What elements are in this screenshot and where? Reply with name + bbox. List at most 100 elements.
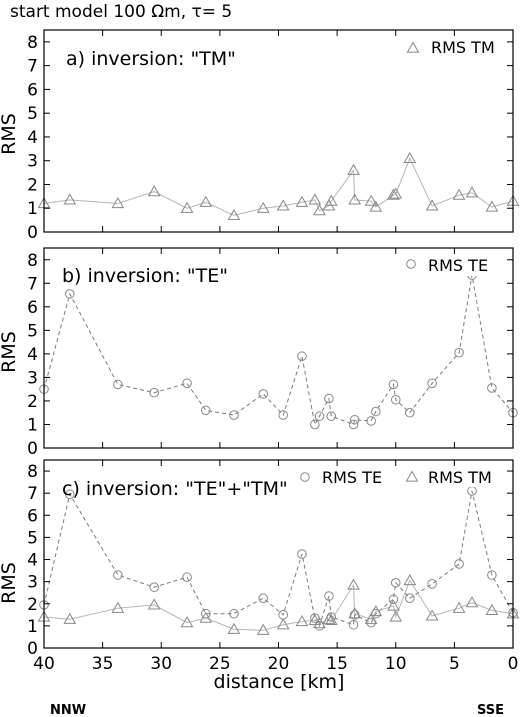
x-tick-label: 0 — [508, 654, 519, 674]
data-point-circle — [324, 591, 334, 601]
data-point-triangle — [369, 200, 383, 212]
data-point-circle — [366, 416, 376, 426]
data-point-triangle — [313, 204, 326, 216]
data-point-circle — [297, 549, 307, 559]
y-tick-label: 3 — [27, 152, 38, 172]
compass-left-nnw: NNW — [50, 703, 86, 717]
x-tick-label: 40 — [33, 654, 55, 674]
data-point-triangle — [389, 187, 403, 199]
data-point-circle — [390, 577, 401, 588]
y-tick-label: 1 — [27, 415, 38, 435]
panel-a-tm: RMS a) inversion: "TM" RMS TM 0 1 2 3 4 5 6 7 8 — [0, 29, 520, 243]
panel-c-title: c) inversion: "TE"+"TM" — [62, 478, 288, 500]
data-point-circle — [348, 419, 359, 430]
data-point-triangle — [322, 612, 336, 624]
data-point-triangle — [403, 574, 417, 586]
panel-b-data — [39, 270, 518, 430]
data-point-circle — [229, 608, 239, 619]
data-point-circle — [113, 379, 123, 390]
y-tick-label: 4 — [27, 128, 38, 148]
legend-marker-triangle — [405, 470, 419, 482]
data-point-triangle — [348, 193, 362, 205]
figure-header: start model 100 Ωm, τ= 5 — [10, 2, 232, 22]
y-tick-label: 6 — [27, 298, 38, 318]
data-point-triangle — [465, 186, 479, 198]
x-axis-label: distance [km] — [214, 671, 345, 693]
panel-c-legend-tm: RMS TM — [428, 468, 492, 487]
data-point-circle — [258, 593, 269, 604]
data-point-triangle — [276, 199, 290, 211]
series-line-triangle — [43, 579, 514, 631]
data-point-triangle — [485, 603, 499, 616]
data-point-circle — [487, 570, 497, 580]
data-point-triangle — [199, 195, 213, 207]
data-point-triangle — [199, 611, 213, 623]
data-point-triangle — [364, 194, 378, 206]
series-line-triangle — [43, 157, 514, 216]
data-point-triangle — [425, 199, 439, 211]
data-point-triangle — [256, 201, 270, 213]
data-point-triangle — [276, 618, 290, 630]
data-point-circle — [348, 619, 359, 630]
data-point-triangle — [465, 596, 479, 608]
y-tick-label: 5 — [27, 528, 38, 548]
data-point-circle — [388, 379, 399, 390]
data-point-circle — [388, 594, 399, 605]
data-point-circle — [390, 394, 401, 405]
data-point-circle — [314, 411, 325, 422]
series-line-circle — [43, 490, 514, 628]
y-tick-label: 1 — [27, 617, 38, 637]
y-tick-label: 6 — [27, 80, 38, 100]
data-point-triangle — [63, 193, 77, 205]
data-point-triangle — [256, 623, 270, 635]
x-tick-label: 10 — [385, 654, 407, 674]
x-tick-label: 15 — [326, 654, 348, 674]
series-line-circle — [43, 275, 514, 426]
data-point-triangle — [369, 604, 383, 617]
panel-a-data — [37, 151, 520, 220]
compass-right-sse: SSE — [477, 703, 504, 717]
panel-c-legend: RMS TE RMS TM — [296, 465, 512, 487]
data-point-triangle — [295, 195, 309, 207]
data-point-triangle — [111, 196, 125, 209]
y-tick-label: 7 — [27, 484, 38, 504]
data-point-circle — [326, 411, 337, 422]
data-point-triangle — [63, 612, 77, 624]
data-point-triangle — [324, 613, 338, 625]
panel-b-ylabel: RMS — [0, 331, 20, 373]
data-point-triangle — [425, 609, 439, 621]
data-point-circle — [454, 559, 464, 569]
data-point-circle — [297, 351, 307, 362]
x-tick-label: 30 — [150, 654, 172, 674]
data-point-triangle — [227, 208, 241, 220]
y-tick-label: 5 — [27, 104, 38, 124]
data-point-circle — [201, 405, 211, 416]
data-point-triangle — [348, 607, 362, 619]
y-tick-label: 1 — [27, 199, 38, 219]
panel-a-legend-tm: RMS TM — [431, 38, 495, 57]
data-point-triangle — [347, 163, 360, 175]
y-tick-label: 4 — [27, 345, 38, 365]
data-point-circle — [182, 378, 192, 389]
data-point-circle — [371, 406, 381, 417]
data-point-circle — [454, 347, 464, 358]
data-point-triangle — [295, 614, 309, 627]
data-point-triangle — [147, 598, 161, 610]
data-point-circle — [427, 378, 437, 389]
data-point-triangle — [147, 185, 161, 197]
y-tick-label: 3 — [27, 368, 38, 388]
legend-marker-triangle — [406, 41, 420, 53]
data-point-circle — [182, 572, 192, 583]
data-point-triangle — [452, 601, 466, 613]
data-point-triangle — [111, 601, 125, 613]
y-tick-label: 2 — [27, 392, 38, 412]
y-tick-label: 6 — [27, 506, 38, 526]
y-tick-label: 5 — [27, 321, 38, 341]
data-point-triangle — [452, 188, 466, 200]
data-point-circle — [487, 383, 497, 393]
data-point-triangle — [403, 151, 417, 163]
data-point-circle — [64, 289, 75, 299]
data-point-circle — [149, 582, 160, 592]
panel-b-te: RMS b) inversion: "TE" RMS TE 0 1 2 3 4 5 6 7 8 — [0, 247, 518, 459]
data-point-triangle — [387, 599, 400, 611]
